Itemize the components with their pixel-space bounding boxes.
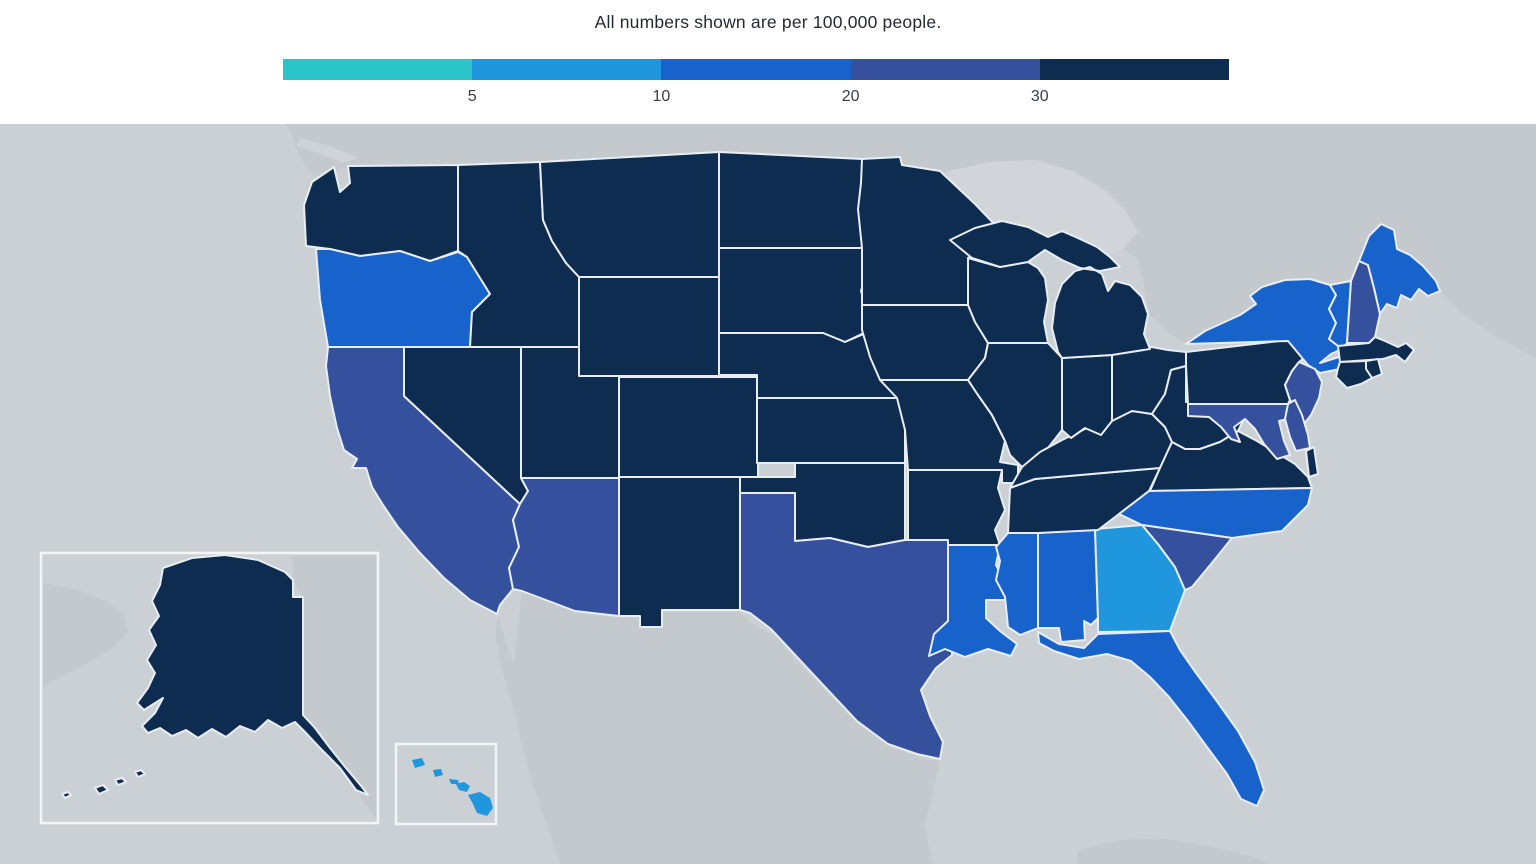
state-michigan[interactable] bbox=[949, 220, 1151, 359]
map-title: All numbers shown are per 100,000 people… bbox=[594, 12, 942, 32]
mexico-landmass bbox=[512, 592, 940, 864]
alaska-inset-box bbox=[39, 551, 380, 825]
state-florida[interactable] bbox=[1037, 630, 1265, 807]
state-colorado[interactable] bbox=[618, 376, 759, 478]
state-delaware[interactable] bbox=[1284, 399, 1311, 452]
state-maryland[interactable] bbox=[1187, 403, 1291, 460]
legend-segment-over-30 bbox=[1039, 59, 1230, 80]
state-shapes bbox=[303, 151, 1441, 807]
state-connecticut[interactable] bbox=[1335, 360, 1373, 389]
legend-segment-20-30 bbox=[850, 59, 1040, 80]
legend-segment-5-10 bbox=[472, 59, 662, 80]
hawaii-inset-box bbox=[394, 742, 498, 826]
legend-tick-30: 30 bbox=[1030, 88, 1049, 105]
legend-tick-10: 10 bbox=[652, 88, 671, 105]
state-montana[interactable] bbox=[539, 151, 720, 278]
state-pennsylvania[interactable] bbox=[1185, 339, 1305, 405]
legend-bar bbox=[283, 59, 1230, 80]
russia-landmass bbox=[43, 583, 128, 686]
state-maine[interactable] bbox=[1358, 223, 1441, 315]
legend-tick-5: 5 bbox=[467, 88, 477, 105]
state-wisconsin[interactable] bbox=[967, 257, 1049, 344]
state-south-carolina[interactable] bbox=[1141, 524, 1233, 591]
state-hawaii[interactable] bbox=[412, 758, 493, 816]
state-indiana[interactable] bbox=[1061, 354, 1113, 439]
background-landmasses bbox=[285, 124, 1536, 864]
state-wyoming[interactable] bbox=[578, 276, 720, 377]
state-south-dakota[interactable] bbox=[718, 247, 869, 343]
baja-peninsula bbox=[495, 616, 600, 858]
canada-landmass bbox=[285, 124, 1536, 358]
canada-inset-landmass bbox=[293, 556, 376, 818]
state-kansas[interactable] bbox=[756, 397, 906, 464]
hawaii-inset bbox=[394, 742, 498, 826]
state-iowa[interactable] bbox=[861, 304, 989, 381]
color-scale-legend: 5 10 20 30 bbox=[283, 59, 1230, 109]
state-washington[interactable] bbox=[303, 164, 459, 262]
vancouver-island bbox=[296, 138, 358, 163]
state-alaska[interactable] bbox=[61, 554, 369, 799]
state-texas[interactable] bbox=[739, 492, 954, 760]
alaska-inset bbox=[39, 551, 380, 825]
legend-tick-20: 20 bbox=[841, 88, 860, 105]
state-arkansas[interactable] bbox=[907, 469, 1006, 546]
state-oregon[interactable] bbox=[315, 248, 491, 348]
legend-segment-10-20 bbox=[661, 59, 851, 80]
state-north-dakota[interactable] bbox=[718, 151, 867, 249]
legend-segment-under-5 bbox=[283, 59, 473, 80]
us-choropleth-map bbox=[0, 124, 1536, 864]
state-new-mexico[interactable] bbox=[618, 476, 741, 628]
cuba-landmass bbox=[1078, 839, 1270, 864]
